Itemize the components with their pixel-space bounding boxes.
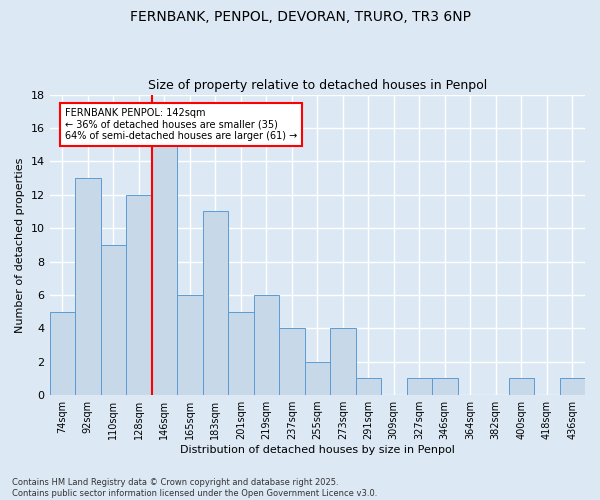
Bar bbox=[203, 212, 228, 395]
Y-axis label: Number of detached properties: Number of detached properties bbox=[15, 157, 25, 332]
Bar bbox=[432, 378, 458, 395]
Bar bbox=[279, 328, 305, 395]
Bar bbox=[330, 328, 356, 395]
Bar bbox=[75, 178, 101, 395]
Bar bbox=[305, 362, 330, 395]
Bar bbox=[254, 295, 279, 395]
Bar bbox=[509, 378, 534, 395]
Text: Contains HM Land Registry data © Crown copyright and database right 2025.
Contai: Contains HM Land Registry data © Crown c… bbox=[12, 478, 377, 498]
Bar bbox=[560, 378, 585, 395]
Bar bbox=[177, 295, 203, 395]
Bar bbox=[152, 144, 177, 395]
Bar bbox=[228, 312, 254, 395]
X-axis label: Distribution of detached houses by size in Penpol: Distribution of detached houses by size … bbox=[180, 445, 455, 455]
Bar bbox=[407, 378, 432, 395]
Text: FERNBANK PENPOL: 142sqm
← 36% of detached houses are smaller (35)
64% of semi-de: FERNBANK PENPOL: 142sqm ← 36% of detache… bbox=[65, 108, 298, 141]
Bar bbox=[101, 245, 126, 395]
Bar bbox=[50, 312, 75, 395]
Title: Size of property relative to detached houses in Penpol: Size of property relative to detached ho… bbox=[148, 79, 487, 92]
Bar bbox=[126, 194, 152, 395]
Bar bbox=[356, 378, 381, 395]
Text: FERNBANK, PENPOL, DEVORAN, TRURO, TR3 6NP: FERNBANK, PENPOL, DEVORAN, TRURO, TR3 6N… bbox=[130, 10, 470, 24]
